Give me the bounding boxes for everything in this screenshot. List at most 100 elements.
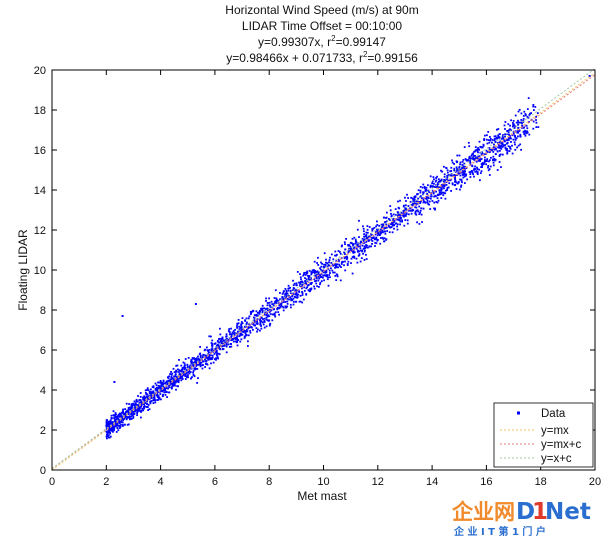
data-point xyxy=(195,365,198,367)
data-point xyxy=(150,397,153,399)
data-point xyxy=(459,172,461,174)
data-point xyxy=(240,328,243,331)
data-point xyxy=(143,403,146,406)
data-point xyxy=(474,149,477,152)
data-point xyxy=(263,307,266,310)
data-point xyxy=(480,146,483,149)
data-point xyxy=(276,308,279,310)
data-point xyxy=(135,398,138,401)
data-point xyxy=(386,230,388,232)
data-point xyxy=(326,278,329,281)
data-point xyxy=(491,148,493,151)
data-point xyxy=(403,210,406,213)
data-point xyxy=(449,179,451,182)
data-point xyxy=(505,149,508,151)
data-point xyxy=(344,248,347,251)
data-point xyxy=(121,421,124,424)
data-point xyxy=(308,290,311,292)
data-point xyxy=(413,202,416,205)
data-point xyxy=(116,417,119,419)
data-point xyxy=(481,164,484,167)
data-point xyxy=(119,413,122,415)
data-point xyxy=(113,427,116,430)
data-point xyxy=(307,284,310,286)
data-point xyxy=(409,209,412,212)
data-point xyxy=(109,427,112,430)
data-point xyxy=(355,241,358,243)
data-point xyxy=(261,311,264,314)
data-point xyxy=(199,359,202,362)
data-point xyxy=(319,274,321,277)
data-point xyxy=(134,402,137,405)
data-point xyxy=(274,300,276,303)
data-point xyxy=(468,157,471,160)
data-point xyxy=(266,315,269,318)
data-point xyxy=(352,244,354,247)
data-point xyxy=(299,300,302,303)
data-point xyxy=(504,135,506,138)
data-point xyxy=(192,361,195,364)
data-point xyxy=(176,364,179,367)
data-point xyxy=(202,360,205,363)
data-point xyxy=(425,198,428,200)
data-point xyxy=(291,295,293,298)
fit-lines xyxy=(51,68,596,471)
data-point xyxy=(423,186,426,188)
data-point xyxy=(371,243,373,245)
data-point xyxy=(357,243,359,246)
data-point xyxy=(449,170,452,173)
data-point xyxy=(493,135,496,138)
data-point xyxy=(236,335,239,337)
data-point xyxy=(234,340,237,343)
data-point xyxy=(193,358,196,361)
data-point xyxy=(147,389,150,391)
data-point xyxy=(317,264,320,266)
data-point xyxy=(215,357,217,359)
data-point xyxy=(443,173,446,176)
data-point xyxy=(444,192,447,195)
data-point xyxy=(469,157,472,159)
data-point xyxy=(204,358,206,361)
data-point xyxy=(160,386,162,388)
data-point xyxy=(353,251,356,254)
data-point xyxy=(190,360,192,363)
data-point xyxy=(328,264,331,267)
data-point xyxy=(135,400,138,402)
data-point xyxy=(499,140,502,143)
data-point xyxy=(189,364,192,367)
data-point xyxy=(414,196,417,198)
data-point xyxy=(162,395,164,397)
data-point xyxy=(521,125,523,128)
data-point xyxy=(144,389,147,392)
y-tick-label: 0 xyxy=(40,465,46,477)
data-point xyxy=(479,158,481,161)
data-point xyxy=(475,170,478,172)
data-point xyxy=(450,174,453,177)
data-point xyxy=(199,356,202,358)
data-point xyxy=(486,158,489,160)
data-point xyxy=(439,193,442,196)
data-point xyxy=(492,155,495,158)
data-point xyxy=(317,256,319,259)
data-point xyxy=(492,159,494,162)
data-point xyxy=(136,400,139,403)
data-point xyxy=(163,387,165,390)
data-point xyxy=(236,340,239,343)
data-point xyxy=(125,415,128,418)
data-point xyxy=(260,307,262,310)
data-point xyxy=(393,221,395,223)
data-point xyxy=(461,160,464,163)
data-point xyxy=(338,263,341,266)
data-point xyxy=(363,242,366,244)
data-point xyxy=(204,366,206,368)
data-point xyxy=(528,114,531,116)
data-point xyxy=(193,357,195,360)
data-point xyxy=(346,258,348,261)
data-point xyxy=(240,323,243,326)
data-point xyxy=(197,359,200,361)
data-point xyxy=(442,191,445,194)
data-point-outlier xyxy=(194,303,197,305)
data-point xyxy=(113,421,116,423)
data-point xyxy=(253,321,256,323)
data-point xyxy=(465,167,468,169)
